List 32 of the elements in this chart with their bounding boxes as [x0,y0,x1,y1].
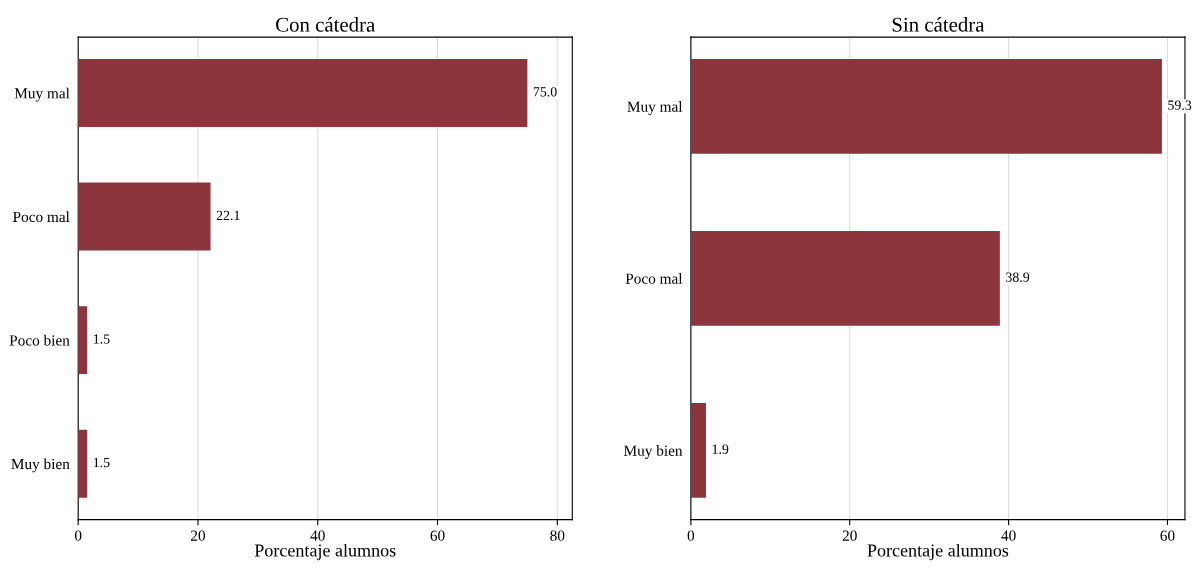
x-tick-label: 60 [1160,530,1175,541]
x-tick-label: 20 [842,530,857,541]
x-tick-label: 0 [74,530,82,541]
chart-title: Sin cátedra [892,17,985,32]
bar [78,182,211,251]
bar [690,403,706,498]
y-tick-label: Muy mal [14,87,70,102]
y-tick-label: Muy bien [623,445,683,459]
x-tick-label: 0 [687,530,695,541]
data-label: 22.1 [216,210,240,221]
bar [690,231,1000,326]
x-tick-label: 60 [430,530,445,541]
y-tick-label: Muy mal [627,101,683,115]
data-label: 59.3 [1168,100,1192,110]
bar [78,59,528,127]
data-label: 1.9 [712,444,729,454]
data-label: 75.0 [533,87,557,97]
data-label: 1.5 [93,457,110,468]
data-label: 1.5 [93,334,110,344]
bar [690,59,1162,154]
y-tick-label: Poco bien [9,334,70,346]
y-tick-label: Muy bien [11,458,70,473]
x-tick-label: 40 [1001,530,1016,541]
y-tick-label: Poco mal [13,211,70,223]
x-axis-title: Porcentaje alumnos [254,543,396,561]
x-tick-label: 80 [550,530,565,541]
x-tick-label: 20 [191,530,206,541]
data-label: 38.9 [1006,272,1030,282]
x-tick-label: 40 [310,530,325,541]
x-axis-title: Porcentaje alumnos [867,543,1009,561]
y-tick-label: Poco mal [625,273,683,284]
chart-title: Con cátedra [276,17,375,32]
